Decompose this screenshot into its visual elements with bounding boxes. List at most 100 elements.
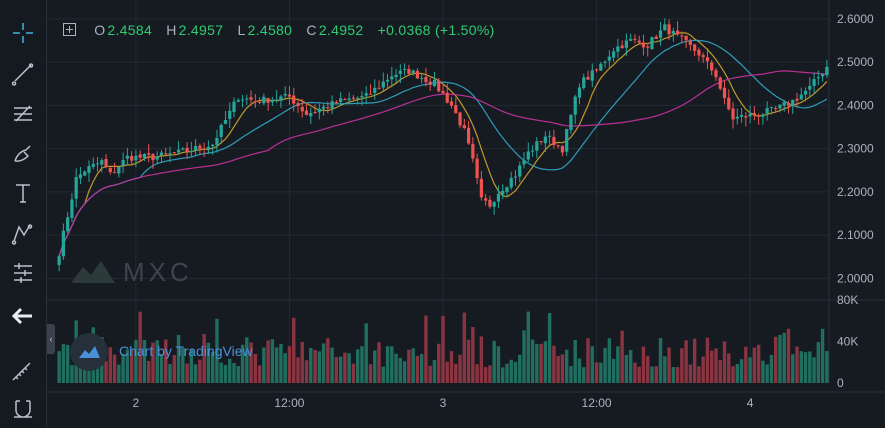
volume-bar <box>594 362 599 383</box>
candle-body <box>543 136 547 144</box>
candle-body <box>390 76 394 80</box>
candle-body <box>223 120 228 124</box>
candle-body <box>168 153 172 155</box>
volume-bar <box>181 347 185 383</box>
volume-bar <box>590 346 594 383</box>
candle-body <box>138 154 142 158</box>
volume-bar <box>496 346 501 383</box>
candle-body <box>518 165 522 177</box>
candle-body <box>757 115 761 117</box>
candle-body <box>509 177 513 188</box>
volume-bar <box>415 355 420 383</box>
prediction-icon[interactable] <box>10 260 36 286</box>
trend-line-icon[interactable] <box>10 60 36 86</box>
volume-bar <box>360 346 364 383</box>
volume-bar <box>338 356 343 383</box>
candle-body <box>603 61 607 63</box>
candle-body <box>373 87 377 93</box>
candle-body <box>206 146 211 151</box>
magnet-icon[interactable] <box>10 397 36 423</box>
volume-bar <box>505 363 509 383</box>
volume-bar <box>564 349 569 383</box>
volume-bar <box>671 366 676 383</box>
tradingview-branding[interactable]: Chart by TradingView <box>119 343 253 359</box>
candle-body <box>411 70 415 73</box>
volume-bar <box>560 354 565 383</box>
volume-bar <box>330 347 334 383</box>
brush-icon[interactable] <box>10 140 36 166</box>
fib-retracement-icon[interactable] <box>10 100 36 126</box>
pattern-icon[interactable] <box>10 220 36 246</box>
candle-body <box>368 93 373 95</box>
collapse-toolbar-button[interactable]: ‹ <box>47 324 55 354</box>
volume-bar <box>385 346 390 383</box>
volume-bar <box>343 352 347 383</box>
volume-bar <box>355 349 360 383</box>
volume-bar <box>351 363 356 383</box>
candle-body <box>236 100 240 102</box>
volume-bar <box>432 359 437 383</box>
candle-body <box>714 70 718 78</box>
volume-bar <box>309 347 313 383</box>
candle-body <box>360 95 364 98</box>
candle-body <box>347 98 351 101</box>
volume-bar <box>313 349 317 383</box>
back-arrow-icon[interactable] <box>10 303 36 329</box>
candle-body <box>181 148 185 150</box>
volume-bar <box>368 364 373 383</box>
candle-body <box>249 97 253 100</box>
candle-body <box>820 74 825 77</box>
low-value: 2.4580 <box>247 22 293 38</box>
candle-body <box>266 97 270 103</box>
candle-body <box>526 151 530 160</box>
volume-bar <box>799 351 803 383</box>
ruler-icon[interactable] <box>10 360 36 386</box>
candle-body <box>78 174 83 179</box>
volume-bar <box>573 339 577 383</box>
volume-bar <box>411 348 415 383</box>
candle-body <box>270 99 275 103</box>
volume-bar <box>262 347 266 383</box>
volume-bar <box>398 357 403 383</box>
volume-bar <box>185 363 189 383</box>
volume-bar <box>582 367 586 383</box>
candle-body <box>326 107 330 109</box>
volume-bar <box>633 362 637 383</box>
candle-body <box>812 79 816 86</box>
add-indicator-icon[interactable] <box>63 23 76 36</box>
volume-bar <box>744 346 748 383</box>
candle-body <box>130 155 134 161</box>
volume-bar <box>816 341 821 383</box>
candle-body <box>100 160 104 165</box>
crosshair-icon[interactable] <box>10 20 36 46</box>
candle-body <box>675 30 680 35</box>
candle-body <box>343 99 347 101</box>
chart-area[interactable]: 2.0000 2.1000 2.2000 2.3000 2.4000 2.5000 2.60… <box>47 0 885 427</box>
candle-body <box>671 30 675 34</box>
candle-body <box>155 156 159 160</box>
price-tick-label: 2.5000 <box>837 55 874 69</box>
candle-body <box>560 145 565 153</box>
volume-bar <box>347 353 351 383</box>
candle-body <box>339 98 343 102</box>
candle-body <box>432 79 437 87</box>
candle-body <box>185 147 189 152</box>
candle-body <box>70 199 74 218</box>
candle-body <box>710 62 714 71</box>
candle-body <box>240 99 245 101</box>
volume-bar <box>402 361 407 383</box>
candle-body <box>211 144 215 147</box>
volume-bar <box>287 346 292 383</box>
chart-svg[interactable]: 2.0000 2.1000 2.2000 2.3000 2.4000 2.5000 2.60… <box>47 0 885 427</box>
open-value: 2.4584 <box>107 22 153 38</box>
volume-bar <box>718 360 722 383</box>
volume-bar <box>394 353 398 383</box>
volume-bar <box>616 346 620 383</box>
candle-body <box>351 97 356 99</box>
volume-bar <box>624 354 629 383</box>
candle-body <box>795 98 799 101</box>
text-tool-icon[interactable] <box>10 180 36 206</box>
candle-body <box>385 79 390 82</box>
candle-body <box>488 199 492 207</box>
candle-body <box>718 77 722 89</box>
